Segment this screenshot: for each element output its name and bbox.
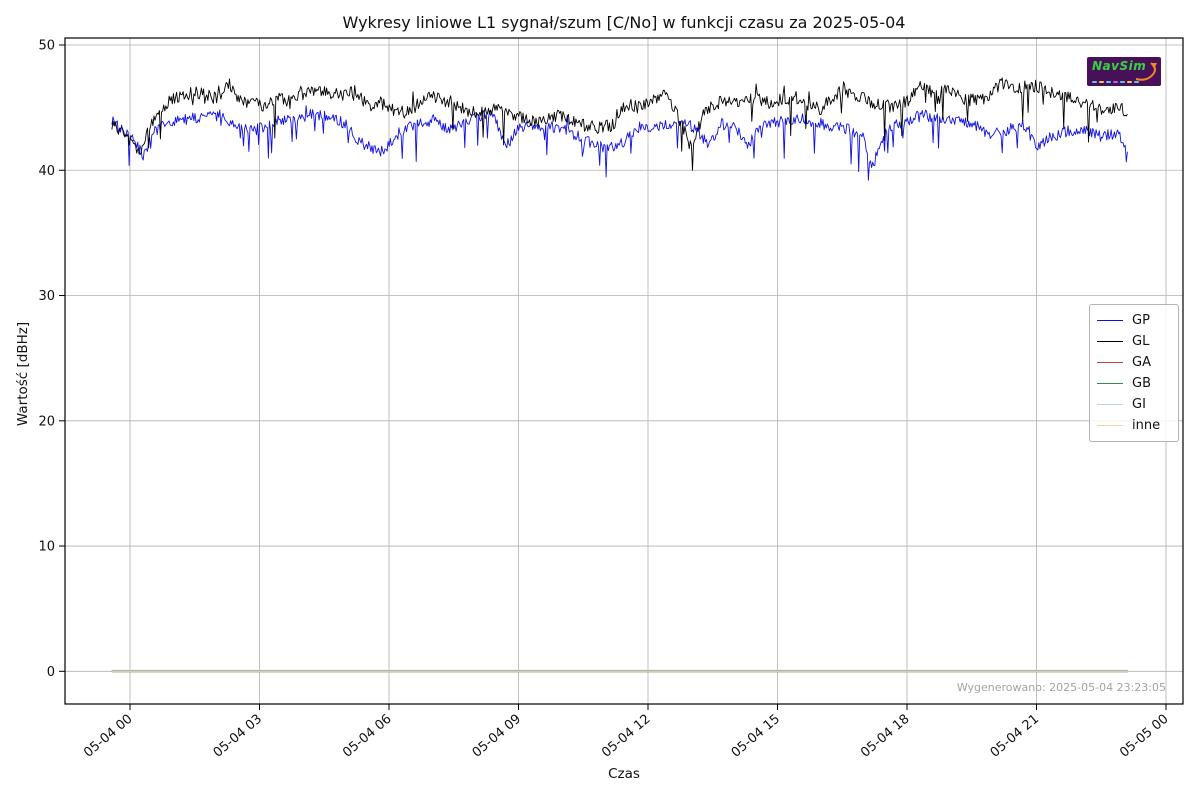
legend-line-sample	[1097, 425, 1123, 426]
x-tick-label: 05-05 00	[1117, 712, 1171, 761]
generated-timestamp: Wygenerowano: 2025-05-04 23:23:05	[956, 681, 1166, 694]
x-tick-label: 05-04 03	[211, 712, 265, 761]
legend-label: GB	[1132, 376, 1151, 391]
y-tick-label: 20	[38, 414, 55, 429]
legend-entry-GI: GI	[1097, 394, 1170, 415]
legend-entry-GA: GA	[1097, 352, 1170, 373]
plot-frame	[64, 37, 1184, 705]
x-tick-label: 05-04 00	[81, 712, 135, 761]
legend: GP GL GA GB GI inne	[1089, 304, 1179, 442]
legend-entry-GL: GL	[1097, 331, 1170, 352]
x-tick-label: 05-04 21	[988, 712, 1042, 761]
legend-line-sample	[1097, 383, 1123, 384]
legend-line-sample	[1097, 341, 1123, 342]
legend-line-sample	[1097, 320, 1123, 321]
x-tick-label: 05-04 15	[729, 712, 783, 761]
legend-label: inne	[1132, 418, 1161, 433]
y-tick-label: 40	[38, 164, 55, 179]
legend-entry-GB: GB	[1097, 373, 1170, 394]
legend-label: GI	[1132, 397, 1146, 412]
x-tick-label: 05-04 18	[858, 712, 912, 761]
navsim-logo: NavSim	[1087, 57, 1161, 86]
chart-title: Wykresy liniowe L1 sygnał/szum [C/No] w …	[342, 13, 906, 32]
logo-subtext-decoration	[1092, 81, 1139, 83]
y-tick-label: 0	[47, 665, 55, 680]
series-line-GP	[111, 105, 1128, 181]
legend-label: GP	[1132, 313, 1150, 328]
y-axis-label: Wartość [dBHz]	[15, 321, 31, 427]
legend-entry-inne: inne	[1097, 415, 1170, 436]
legend-label: GL	[1132, 334, 1150, 349]
x-tick-label: 05-04 09	[470, 712, 524, 761]
legend-line-sample	[1097, 362, 1123, 363]
x-tick-label: 05-04 06	[340, 712, 394, 761]
x-axis-label: Czas	[608, 766, 640, 782]
legend-entry-GP: GP	[1097, 310, 1170, 331]
legend-label: GA	[1132, 355, 1151, 370]
logo-swoosh-icon	[1135, 62, 1157, 81]
x-tick-label: 05-04 12	[599, 712, 653, 761]
legend-line-sample	[1097, 404, 1123, 405]
logo-text: NavSim	[1092, 59, 1147, 73]
y-tick-label: 50	[38, 39, 55, 54]
y-tick-label: 10	[38, 540, 55, 555]
y-tick-label: 30	[38, 289, 55, 304]
series-line-GL	[111, 77, 1128, 171]
